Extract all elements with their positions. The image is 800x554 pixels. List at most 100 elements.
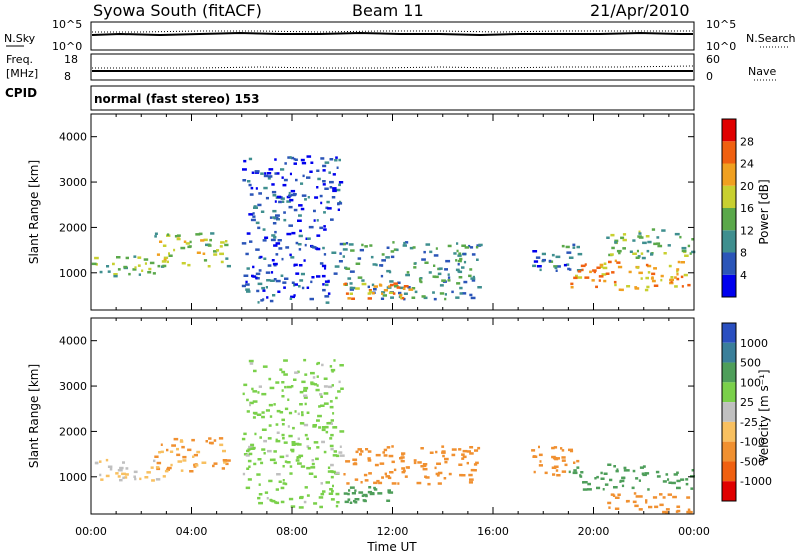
data-cell [213, 462, 218, 465]
data-cell [425, 476, 430, 479]
data-cell [688, 510, 691, 513]
data-cell [401, 467, 405, 470]
data-cell [289, 172, 292, 176]
data-cell [283, 373, 288, 376]
data-cell [553, 265, 558, 268]
data-cell [248, 157, 253, 161]
data-cell [338, 451, 343, 454]
data-cell [589, 270, 592, 274]
data-cell [282, 200, 285, 203]
data-cell [286, 195, 291, 199]
data-cell [362, 493, 368, 497]
data-cell [329, 437, 333, 440]
data-cell [314, 383, 318, 386]
data-cell [357, 257, 362, 260]
data-cell [310, 466, 316, 469]
data-cell [285, 454, 289, 458]
data-cell [333, 359, 336, 362]
colorbar-segment [722, 119, 736, 142]
data-cell [645, 235, 650, 238]
x-tick-label: 20:00 [578, 525, 610, 538]
data-cell [320, 395, 323, 398]
data-cell [553, 446, 558, 449]
data-cell [359, 248, 364, 252]
data-cell [322, 164, 327, 168]
data-cell [255, 277, 258, 280]
data-cell [374, 463, 379, 467]
data-cell [168, 254, 173, 257]
data-cell [315, 388, 320, 392]
data-cell [668, 264, 672, 268]
data-cell [288, 224, 293, 227]
data-cell [399, 286, 404, 290]
data-cell [572, 243, 576, 247]
data-cell [201, 461, 207, 464]
data-cell [683, 273, 688, 277]
data-cell [250, 447, 255, 450]
data-cell [367, 285, 370, 289]
data-cell [463, 280, 468, 284]
data-cell [277, 290, 281, 293]
data-cell [306, 155, 312, 158]
data-cell [554, 457, 559, 461]
freq-panel [90, 53, 695, 81]
data-cell [620, 236, 625, 240]
data-cell [631, 486, 635, 490]
nave-label: Nave [748, 65, 776, 78]
x-tick-label: 00:00 [678, 525, 710, 538]
data-cell [337, 390, 341, 393]
data-cell [681, 249, 687, 253]
data-cell [331, 196, 336, 199]
data-cell [538, 453, 543, 457]
data-cell [298, 214, 302, 217]
data-cell [357, 448, 362, 451]
date-title: 21/Apr/2010 [590, 1, 690, 20]
data-cell [686, 496, 691, 499]
data-cell [606, 236, 610, 239]
data-cell [611, 271, 615, 274]
colorbar-segment [722, 342, 736, 363]
data-cell [532, 455, 538, 458]
data-cell [252, 212, 255, 215]
data-cell [311, 462, 315, 466]
data-cell [307, 237, 311, 240]
data-cell [667, 493, 672, 496]
data-cell [435, 472, 440, 476]
data-cell [567, 267, 571, 271]
data-cell [380, 274, 384, 278]
data-cell [386, 246, 390, 249]
data-cell [390, 255, 395, 259]
data-cell [119, 478, 123, 482]
data-cell [447, 279, 451, 282]
data-cell [587, 482, 591, 486]
data-cell [596, 475, 599, 479]
data-cell [316, 362, 319, 366]
colorbar-tick-label: 24 [740, 158, 754, 171]
data-cell [476, 258, 479, 261]
data-cell [671, 481, 676, 485]
data-cell [363, 499, 367, 503]
data-cell [275, 214, 280, 217]
data-cell [422, 467, 428, 471]
data-cell [458, 270, 463, 274]
data-cell [468, 274, 472, 278]
data-cell [212, 464, 215, 468]
data-cell [455, 268, 460, 272]
data-cell [187, 448, 192, 452]
data-cell [258, 269, 262, 272]
data-cell [595, 285, 598, 289]
data-cell [225, 257, 229, 260]
data-cell [291, 193, 296, 197]
data-cell [304, 486, 308, 489]
data-cell [535, 256, 541, 259]
data-cell [249, 362, 254, 365]
data-cell [163, 258, 167, 262]
data-cell [451, 448, 457, 451]
data-cell [313, 219, 316, 222]
data-cell [275, 438, 278, 442]
data-cell [473, 469, 477, 472]
data-cell [539, 268, 542, 272]
data-cell [219, 252, 224, 256]
data-cell [132, 268, 137, 271]
data-cell [361, 243, 364, 247]
